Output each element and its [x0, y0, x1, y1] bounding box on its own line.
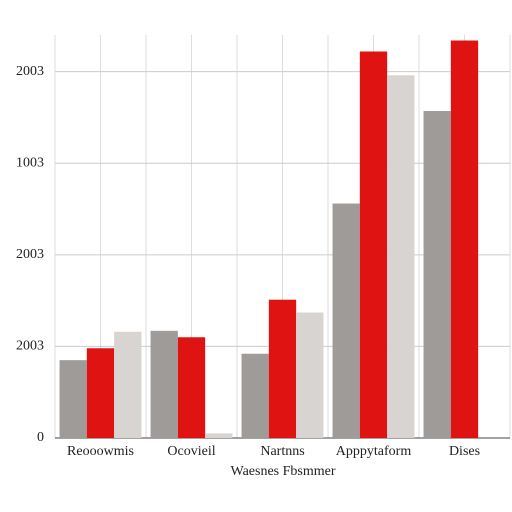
y-tick-label: 2003 [16, 64, 44, 79]
x-tick-label: Nartnns [260, 444, 304, 459]
bar [114, 331, 142, 438]
bar [268, 299, 297, 438]
y-tick-label: 2003 [16, 247, 44, 262]
bar [423, 111, 451, 439]
bar [332, 203, 360, 438]
x-tick-label: Dises [449, 444, 480, 459]
bar [205, 433, 233, 438]
y-tick-label: 0 [37, 430, 44, 445]
x-axis-title: Waesnes Fbsmmer [230, 464, 335, 479]
bar [241, 353, 269, 438]
bar [150, 330, 178, 438]
bar [177, 337, 206, 438]
y-tick-label: 2003 [16, 339, 44, 354]
bar [387, 75, 415, 439]
bar [450, 40, 479, 438]
x-tick-label: Ocovieil [167, 444, 215, 459]
y-tick-label: 1003 [16, 155, 44, 170]
bar [86, 348, 115, 438]
bar [59, 360, 87, 438]
x-tick-label: Apppytaform [336, 444, 412, 459]
x-tick-label: Reooowmis [67, 444, 134, 459]
bar [359, 51, 388, 439]
bar [296, 312, 324, 438]
